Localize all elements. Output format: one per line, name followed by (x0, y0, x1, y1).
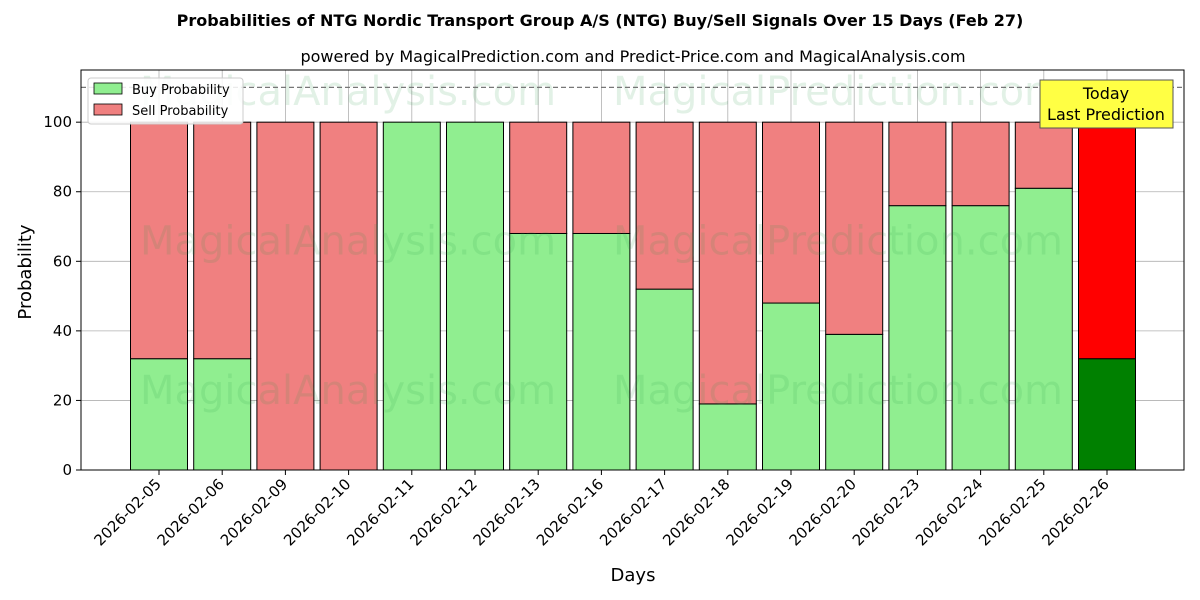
bar-buy (888, 205, 947, 471)
chart-title: Probabilities of NTG Nordic Transport Gr… (177, 11, 1024, 30)
x-tick-label: 2026-02-13 (470, 475, 544, 549)
y-tick-label: 60 (53, 252, 72, 270)
bar-sell (509, 121, 568, 234)
bar-sell (572, 121, 631, 234)
x-tick-label: 2026-02-10 (280, 475, 354, 549)
bar-buy (1014, 187, 1073, 471)
y-tick-label: 0 (62, 461, 72, 479)
annotation-line2: Last Prediction (1047, 105, 1165, 124)
watermark-text: MagicalPrediction.com (613, 69, 1063, 115)
bar-buy (1078, 358, 1136, 471)
bar-sell (635, 121, 694, 290)
bar-sell (130, 121, 188, 360)
y-tick-label: 40 (53, 322, 72, 340)
y-tick-label: 80 (53, 183, 72, 201)
legend-label-sell: Sell Probability (132, 104, 229, 119)
x-axis-label: Days (611, 565, 656, 586)
bar-buy (572, 232, 631, 471)
x-tick-label: 2026-02-20 (786, 475, 860, 549)
y-tick-label: 100 (43, 113, 72, 131)
x-tick-label: 2026-02-19 (722, 475, 796, 549)
bar-buy (951, 205, 1010, 471)
x-tick-label: 2026-02-09 (217, 475, 291, 549)
x-tick-label: 2026-02-05 (90, 475, 164, 549)
x-tick-label: 2026-02-11 (343, 475, 417, 549)
bar-sell (951, 121, 1010, 207)
legend: Buy Probability Sell Probability (87, 77, 244, 125)
bar-sell (1014, 121, 1073, 189)
y-tick-label: 20 (53, 391, 72, 409)
bar-sell (319, 121, 378, 471)
today-annotation: Today Last Prediction (1039, 79, 1174, 129)
x-axis: 2026-02-052026-02-062026-02-092026-02-10… (90, 470, 1113, 549)
bar-buy (825, 333, 884, 471)
bar-buy (193, 358, 252, 471)
watermark-text: MagicalPrediction.com (613, 218, 1063, 264)
x-tick-label: 2026-02-18 (659, 475, 733, 549)
legend-swatch-sell (93, 103, 123, 116)
bar-sell (256, 121, 315, 471)
bars (130, 121, 1136, 471)
bar-buy (446, 121, 504, 471)
legend-label-buy: Buy Probability (132, 83, 230, 98)
bar-buy (382, 121, 441, 471)
bar-buy (698, 403, 757, 471)
bar-buy (762, 302, 820, 471)
watermark-text: MagicalAnalysis.com (140, 218, 556, 264)
watermark-text: MagicalPrediction.com (613, 368, 1063, 414)
bar-buy (509, 232, 568, 471)
x-tick-label: 2026-02-17 (596, 475, 670, 549)
x-tick-label: 2026-02-24 (912, 475, 986, 549)
chart-subtitle: powered by MagicalPrediction.com and Pre… (300, 47, 965, 66)
x-tick-label: 2026-02-23 (849, 475, 923, 549)
x-tick-label: 2026-02-26 (1038, 475, 1112, 549)
y-axis-label: Probability (15, 224, 36, 319)
bar-sell (1078, 121, 1136, 360)
bar-sell (762, 121, 820, 304)
x-tick-label: 2026-02-12 (406, 475, 480, 549)
x-tick-label: 2026-02-06 (154, 475, 228, 549)
x-tick-label: 2026-02-25 (975, 475, 1049, 549)
bar-sell (698, 121, 757, 405)
legend-swatch-buy (93, 82, 123, 95)
bar-buy (635, 288, 694, 471)
x-tick-label: 2026-02-16 (533, 475, 607, 549)
plot-area (80, 69, 1185, 471)
annotation-line1: Today (1082, 84, 1129, 103)
bar-sell (825, 121, 884, 335)
y-axis: 0 20 40 60 80 100 (43, 113, 81, 479)
watermark-text: MagicalAnalysis.com (140, 368, 556, 414)
bar-sell (888, 121, 947, 207)
